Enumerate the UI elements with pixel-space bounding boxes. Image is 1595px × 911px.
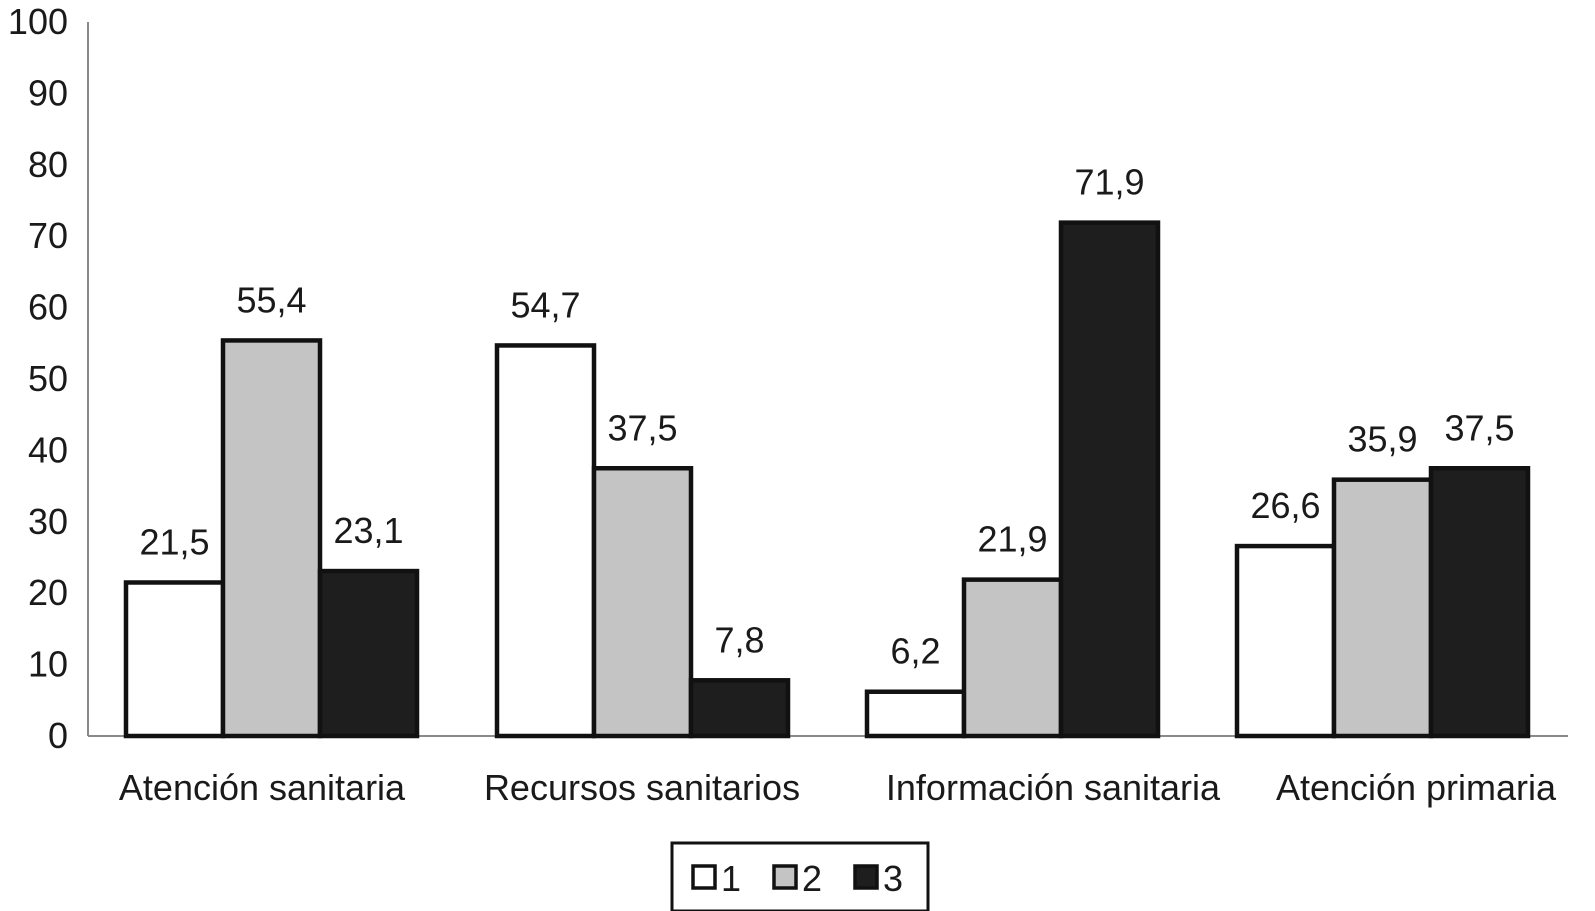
bar-series-1-4 bbox=[1234, 543, 1337, 739]
bar-series-1-2 bbox=[494, 343, 597, 739]
category-label: Recursos sanitarios bbox=[484, 767, 800, 808]
data-label-series-1-2: 54,7 bbox=[510, 284, 580, 325]
bar-series-2-1 bbox=[220, 338, 323, 739]
legend-label-3: 3 bbox=[883, 858, 903, 899]
data-label-series-2-3: 21,9 bbox=[977, 519, 1047, 560]
bar-series-3-2 bbox=[688, 678, 791, 739]
y-tick-label: 60 bbox=[28, 287, 68, 328]
category-labels: Atención sanitaria Recursos sanitarios Inf… bbox=[119, 767, 1557, 808]
legend-label-1: 1 bbox=[721, 858, 741, 899]
y-tick-label: 70 bbox=[28, 215, 68, 256]
y-tick-label: 90 bbox=[28, 72, 68, 113]
data-label-series-3-2: 7,8 bbox=[714, 619, 764, 660]
y-tick-label: 30 bbox=[28, 501, 68, 542]
bar-series-2-3 bbox=[961, 577, 1064, 739]
data-label-series-2-4: 35,9 bbox=[1347, 419, 1417, 460]
data-label-series-2-2: 37,5 bbox=[607, 407, 677, 448]
y-tick-label: 100 bbox=[8, 1, 68, 42]
data-label-series-1-1: 21,5 bbox=[139, 521, 209, 562]
bar-series-1-1 bbox=[123, 580, 226, 739]
legend-label-2: 2 bbox=[802, 858, 822, 899]
data-label-series-3-3: 71,9 bbox=[1074, 162, 1144, 203]
y-tick-label: 50 bbox=[28, 358, 68, 399]
data-label-series-1-4: 26,6 bbox=[1250, 485, 1320, 526]
y-tick-label: 10 bbox=[28, 644, 68, 685]
category-label: Información sanitaria bbox=[886, 767, 1221, 808]
legend: 1 2 3 bbox=[670, 841, 930, 911]
bar-series-3-1 bbox=[317, 568, 420, 739]
legend-swatch-2 bbox=[772, 864, 798, 890]
bar-series-1-3 bbox=[864, 689, 967, 739]
bar-series-3-3 bbox=[1058, 220, 1161, 739]
legend-swatch-1 bbox=[691, 864, 717, 890]
data-label-series-3-4: 37,5 bbox=[1444, 407, 1514, 448]
legend-swatch-3 bbox=[853, 864, 879, 890]
data-label-series-1-3: 6,2 bbox=[890, 631, 940, 672]
bar-series-3-4 bbox=[1428, 466, 1531, 739]
y-tick-label: 20 bbox=[28, 572, 68, 613]
category-label: Atención sanitaria bbox=[119, 767, 406, 808]
data-label-series-2-1: 55,4 bbox=[236, 279, 306, 320]
data-label-series-3-1: 23,1 bbox=[333, 510, 403, 551]
axes: 0 10 20 30 40 50 60 70 80 90 100 bbox=[8, 1, 1568, 756]
bars bbox=[123, 220, 1531, 739]
y-tick-label: 80 bbox=[28, 144, 68, 185]
bar-series-2-2 bbox=[591, 466, 694, 739]
y-tick-label: 0 bbox=[48, 715, 68, 756]
data-labels: 21,5 55,4 23,1 54,7 37,5 7,8 6,2 21,9 71,9 26,6 35… bbox=[139, 162, 1514, 672]
bar-series-2-4 bbox=[1331, 477, 1434, 739]
category-label: Atención primaria bbox=[1276, 767, 1557, 808]
y-tick-label: 40 bbox=[28, 429, 68, 470]
